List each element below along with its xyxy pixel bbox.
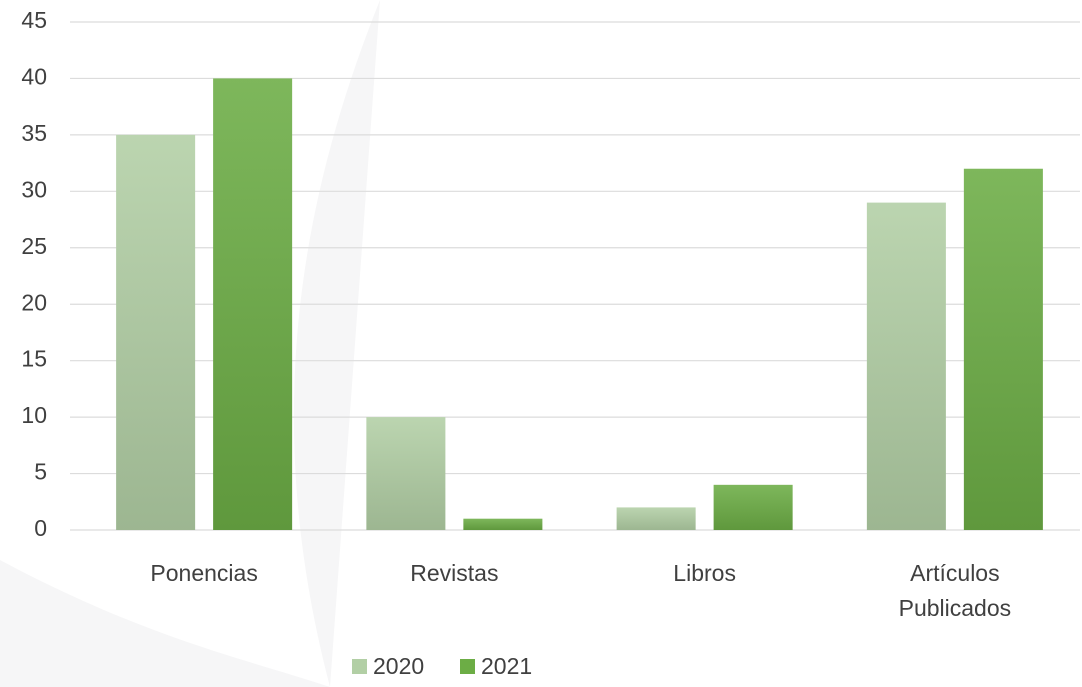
y-tick-label: 25 (21, 233, 47, 259)
y-tick-label: 10 (21, 402, 47, 428)
legend-swatch (352, 659, 367, 674)
y-tick-label: 35 (21, 120, 47, 146)
x-tick-label: Libros (673, 560, 736, 586)
bar-shade (463, 518, 543, 530)
background-swoosh (0, 0, 380, 687)
legend-label: 2021 (481, 653, 532, 679)
bar-shade (366, 417, 446, 530)
legend-swatch (460, 659, 475, 674)
bar-shade (116, 134, 196, 530)
bar-shade (713, 484, 793, 530)
bar-shade (866, 202, 946, 530)
y-tick-label: 15 (21, 346, 47, 372)
bar-shade (213, 78, 293, 530)
bar-shade (963, 168, 1043, 530)
x-tick-label: Ponencias (150, 560, 257, 586)
y-tick-label: 45 (21, 7, 47, 33)
legend-label: 2020 (373, 653, 424, 679)
bar-shade (616, 507, 696, 530)
y-tick-label: 20 (21, 289, 47, 315)
x-tick-label-line: Publicados (899, 595, 1012, 621)
y-tick-label: 40 (21, 64, 47, 90)
y-tick-label: 30 (21, 176, 47, 202)
y-tick-label: 0 (34, 515, 47, 541)
x-tick-label: Revistas (410, 560, 498, 586)
y-tick-label: 5 (34, 459, 47, 485)
x-tick-label: Artículos Publicados (899, 560, 1012, 621)
x-tick-label-line: Artículos (910, 560, 999, 586)
